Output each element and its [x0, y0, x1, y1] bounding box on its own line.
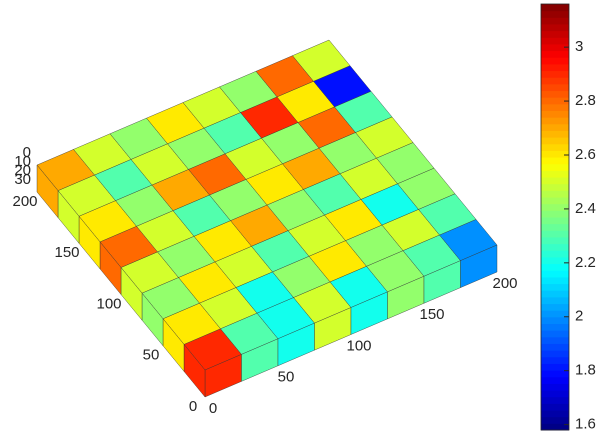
colorbar-swatch: [541, 330, 569, 338]
colorbar-swatch: [541, 110, 569, 118]
colorbar-swatch: [541, 283, 569, 291]
colorbar-swatch: [541, 263, 569, 271]
colorbar-swatch: [541, 350, 569, 358]
colorbar-swatch: [541, 376, 569, 384]
colorbar-swatch: [541, 290, 569, 298]
colorbar-swatch: [541, 157, 569, 165]
colorbar-swatch: [541, 103, 569, 111]
z-tick-label: 0: [23, 144, 31, 161]
colorbar-swatch: [541, 43, 569, 52]
colorbar-swatch: [541, 77, 569, 85]
colorbar-swatch: [541, 383, 569, 391]
colorbar-tick-label: 2: [575, 308, 583, 325]
colorbar-swatch: [541, 310, 569, 318]
colorbar-swatch: [541, 217, 569, 225]
colorbar-swatch: [541, 390, 569, 398]
y-tick-label: 150: [54, 244, 79, 261]
colorbar-swatch: [541, 370, 569, 378]
y-tick-label: 0: [189, 398, 197, 415]
colorbar-swatch: [541, 296, 569, 305]
colorbar-swatch: [541, 10, 569, 18]
colorbar-swatch: [541, 57, 569, 65]
colorbar-swatch: [541, 323, 569, 331]
colorbar-swatch: [541, 236, 569, 245]
colorbar-tick-label: 3: [575, 38, 583, 55]
colorbar-tick-label: 1.6: [575, 416, 596, 433]
colorbar-swatch: [541, 163, 569, 171]
colorbar-swatch: [541, 90, 569, 98]
colorbar-tick-label: 1.8: [575, 362, 596, 379]
colorbar-swatch: [541, 270, 569, 278]
colorbar-swatch: [541, 223, 569, 231]
x-tick-label: 0: [209, 400, 217, 417]
colorbar-swatch: [541, 50, 569, 58]
colorbar-swatch: [541, 177, 569, 185]
colorbar-swatch: [541, 203, 569, 211]
side-cell: [36, 164, 59, 219]
colorbar-swatch: [541, 343, 569, 351]
colorbar-tick-label: 2.2: [575, 254, 596, 271]
colorbar-swatch: [541, 190, 569, 198]
colorbar-swatch: [541, 83, 569, 92]
colorbar-tick-label: 2.6: [575, 146, 596, 163]
z-tick-label: 10: [14, 153, 31, 170]
colorbar-tick-label: 2.8: [575, 92, 596, 109]
colorbar-swatch: [541, 183, 569, 191]
colorbar-tick-label: 2.4: [575, 200, 596, 217]
y-tick-label: 100: [96, 295, 121, 312]
x-tick-label: 150: [419, 306, 444, 323]
colorbar-swatch: [541, 137, 569, 145]
colorbar-swatch: [541, 30, 569, 38]
colorbar-swatch: [541, 416, 569, 424]
colorbar-swatch: [541, 230, 569, 238]
side-cell: [460, 244, 498, 288]
x-tick-label: 100: [346, 337, 371, 354]
colorbar-swatch: [541, 250, 569, 258]
x-tick-label: 50: [278, 369, 295, 386]
colorbar-swatch: [541, 423, 569, 431]
colorbar-swatch: [541, 403, 569, 411]
colorbar-swatch: [541, 336, 569, 344]
z-tick-label: 20: [14, 162, 31, 179]
colorbar-swatch: [541, 410, 569, 418]
colorbar-swatch: [541, 97, 569, 105]
colorbar-swatch: [541, 17, 569, 25]
colorbar-swatch: [541, 316, 569, 324]
colorbar-swatch: [541, 70, 569, 78]
colorbar-swatch: [541, 256, 569, 265]
colorbar-swatch: [541, 363, 569, 371]
colorbar-swatch: [541, 150, 569, 158]
z-tick-label: 30: [14, 171, 31, 188]
colorbar-swatch: [541, 23, 569, 32]
colorbar-swatch: [541, 4, 569, 12]
colorbar-swatch: [541, 63, 569, 72]
colorbar-swatch: [541, 303, 569, 311]
colorbar-swatch: [541, 276, 569, 285]
colorbar-swatch: [541, 123, 569, 131]
colorbar-frame: [540, 3, 570, 431]
colorbar-swatch: [541, 130, 569, 138]
y-tick-label: 200: [12, 193, 37, 210]
x-tick-label: 200: [492, 275, 517, 292]
y-tick-label: 50: [143, 347, 160, 364]
colorbar-swatch: [541, 117, 569, 125]
colorbar-swatch: [541, 143, 569, 151]
colorbar-swatch: [541, 243, 569, 251]
colorbar-swatch: [541, 170, 569, 178]
colorbar-swatch: [541, 396, 569, 404]
colorbar-swatch: [541, 197, 569, 205]
colorbar-swatch: [541, 356, 569, 364]
colorbar-swatch: [541, 210, 569, 218]
cell: [292, 39, 351, 82]
colorbar-swatch: [541, 37, 569, 45]
